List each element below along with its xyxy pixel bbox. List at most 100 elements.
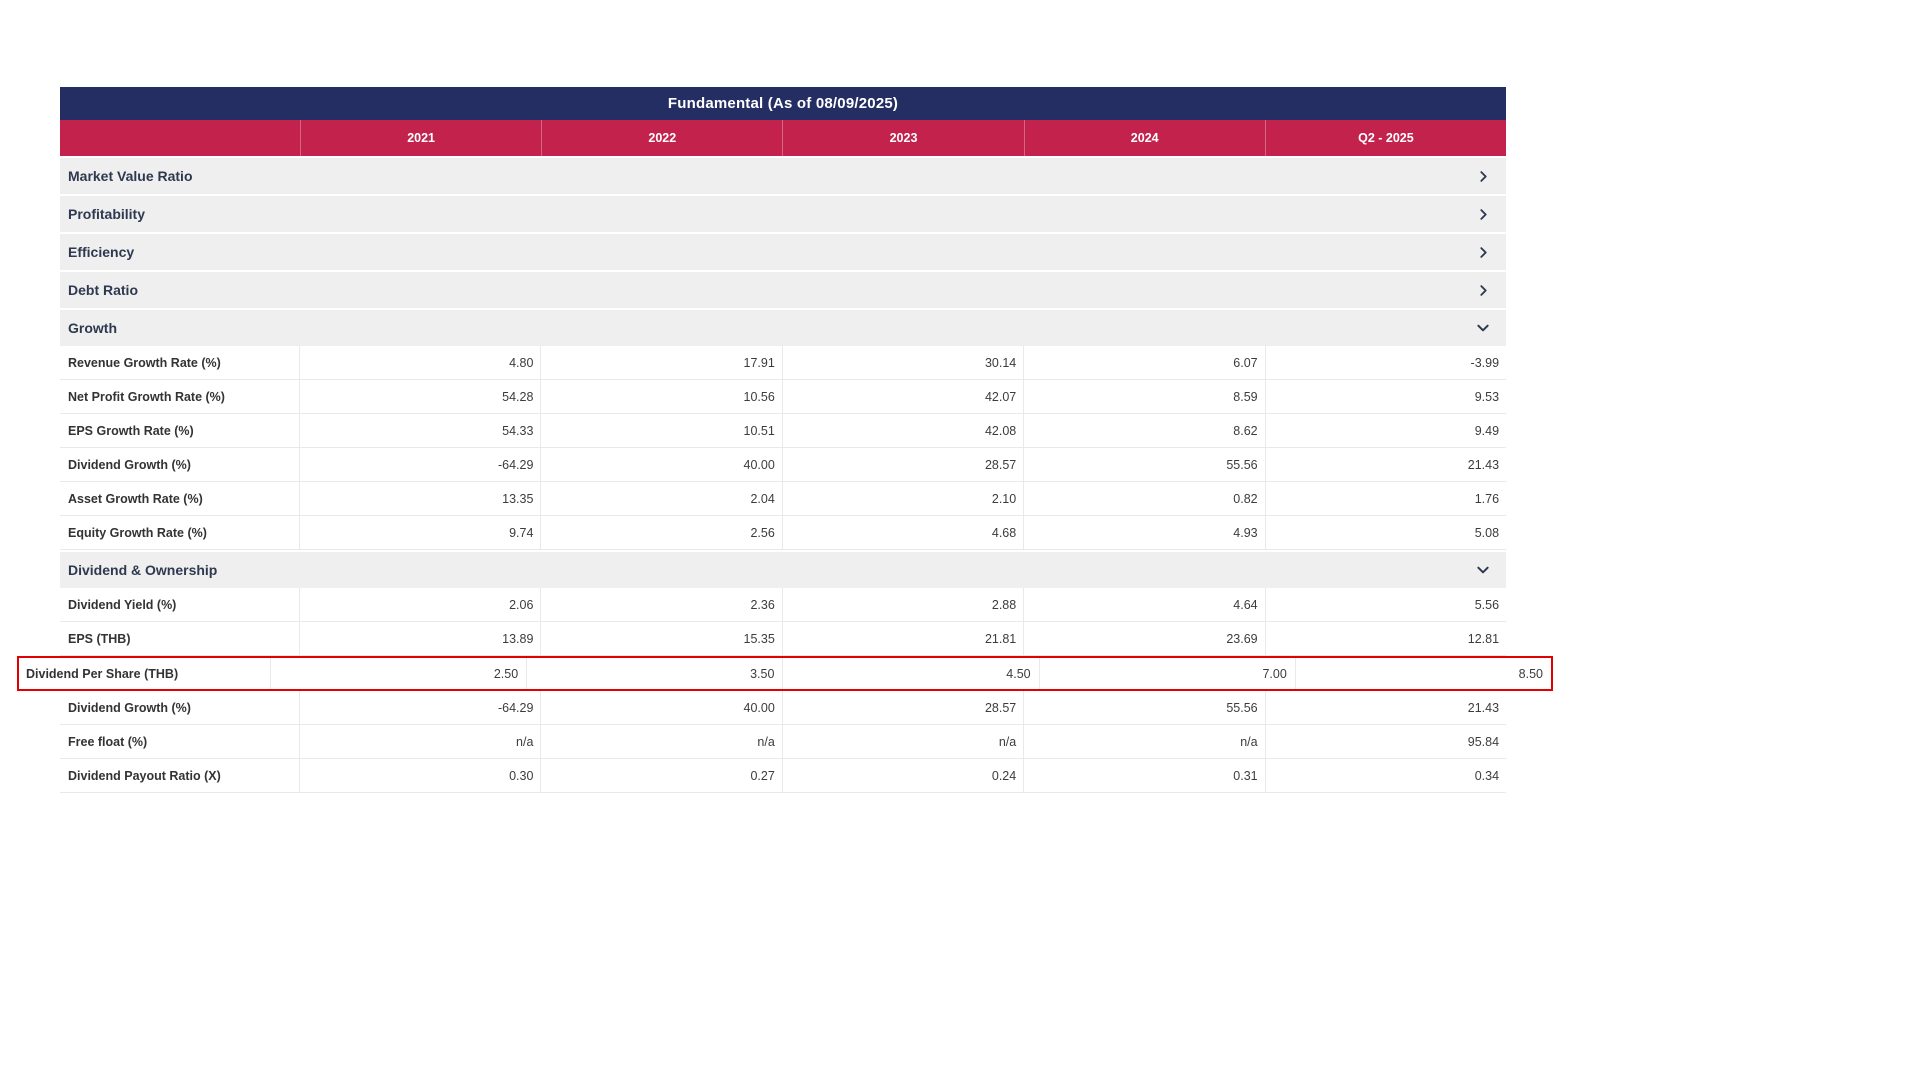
row-value: 0.30 — [300, 759, 542, 792]
row-value: 0.82 — [1024, 482, 1266, 515]
row-label: Net Profit Growth Rate (%) — [60, 380, 300, 413]
column-header-2022: 2022 — [541, 120, 782, 156]
table-row-equity-growth-rate: Equity Growth Rate (%) 9.74 2.56 4.68 4.… — [60, 516, 1506, 550]
row-value: 9.53 — [1474, 389, 1500, 404]
column-header-2023: 2023 — [782, 120, 1023, 156]
section-row-profitability[interactable]: Profitability — [60, 194, 1506, 232]
row-value: 8.59 — [1024, 380, 1266, 413]
row-value: 23.69 — [1024, 622, 1266, 655]
section-label: Growth — [68, 320, 117, 336]
row-value: 0.31 — [1024, 759, 1266, 792]
row-value: 2.88 — [783, 588, 1025, 621]
row-value: 9.74 — [300, 516, 542, 549]
row-value: 2.56 — [541, 516, 783, 549]
row-value: 8.62 — [1024, 414, 1266, 447]
section-row-debt-ratio[interactable]: Debt Ratio — [60, 270, 1506, 308]
section-label: Profitability — [68, 206, 146, 222]
section-label: Efficiency — [68, 244, 135, 260]
row-value: 2.50 — [271, 658, 528, 689]
row-value: 17.91 — [541, 346, 783, 379]
row-value: 13.35 — [300, 482, 542, 515]
section-row-efficiency[interactable]: Efficiency — [60, 232, 1506, 270]
row-value: 4.93 — [1024, 516, 1266, 549]
section-label: Dividend & Ownership — [68, 562, 218, 578]
row-value: 95.84 — [1467, 734, 1500, 749]
row-value: 9.49 — [1474, 423, 1500, 438]
row-value: 55.56 — [1024, 448, 1266, 481]
row-value: 12.81 — [1467, 631, 1500, 646]
row-value: -3.99 — [1470, 355, 1500, 370]
row-value: 5.56 — [1474, 597, 1500, 612]
chevron-down-icon — [1474, 561, 1492, 579]
section-row-dividend-ownership[interactable]: Dividend & Ownership — [60, 550, 1506, 588]
row-value: 4.50 — [783, 658, 1040, 689]
row-value: 42.07 — [783, 380, 1025, 413]
row-value: n/a — [300, 725, 542, 758]
row-value: 8.50 — [1518, 666, 1544, 681]
row-value: 4.68 — [783, 516, 1025, 549]
row-value: 4.80 — [300, 346, 542, 379]
row-label: Equity Growth Rate (%) — [60, 516, 300, 549]
row-value: 28.57 — [783, 448, 1025, 481]
row-value: 21.43 — [1467, 700, 1500, 715]
table-row-dividend-yield: Dividend Yield (%) 2.06 2.36 2.88 4.64 5… — [60, 588, 1506, 622]
row-value: 30.14 — [783, 346, 1025, 379]
row-value: n/a — [783, 725, 1025, 758]
row-label: Free float (%) — [60, 725, 300, 758]
column-header-2021: 2021 — [300, 120, 541, 156]
row-value: 40.00 — [541, 448, 783, 481]
chevron-right-icon — [1474, 167, 1492, 185]
table-row-eps-growth-rate: EPS Growth Rate (%) 54.33 10.51 42.08 8.… — [60, 414, 1506, 448]
column-header-2024: 2024 — [1023, 120, 1265, 156]
row-value: -64.29 — [300, 691, 542, 724]
column-header-blank — [60, 120, 300, 156]
table-row-dividend-growth: Dividend Growth (%) -64.29 40.00 28.57 5… — [60, 448, 1506, 482]
row-label: Dividend Yield (%) — [60, 588, 300, 621]
row-value: 42.08 — [783, 414, 1025, 447]
row-value: 54.33 — [300, 414, 542, 447]
column-header-q2-2025: Q2 - 2025 — [1264, 120, 1506, 156]
row-value: 21.81 — [783, 622, 1025, 655]
row-value: n/a — [541, 725, 783, 758]
row-value: 10.56 — [541, 380, 783, 413]
row-value: 13.89 — [300, 622, 542, 655]
highlighted-row-dividend-per-share: Dividend Per Share (THB) 2.50 3.50 4.50 … — [17, 656, 1553, 691]
section-row-growth[interactable]: Growth — [60, 308, 1506, 346]
row-label: Revenue Growth Rate (%) — [60, 346, 300, 379]
column-header-row: 2021 2022 2023 2024 Q2 - 2025 — [60, 120, 1506, 156]
row-value: 28.57 — [783, 691, 1025, 724]
table-row-eps-thb: EPS (THB) 13.89 15.35 21.81 23.69 12.81 — [60, 622, 1506, 656]
table-title: Fundamental (As of 08/09/2025) — [667, 95, 899, 112]
table-row-asset-growth-rate: Asset Growth Rate (%) 13.35 2.04 2.10 0.… — [60, 482, 1506, 516]
chevron-right-icon — [1474, 205, 1492, 223]
chevron-down-icon — [1474, 319, 1492, 337]
row-value: 40.00 — [541, 691, 783, 724]
row-value: 3.50 — [527, 658, 784, 689]
row-value: 55.56 — [1024, 691, 1266, 724]
row-value: 2.36 — [541, 588, 783, 621]
row-label: Dividend Growth (%) — [60, 691, 300, 724]
chevron-right-icon — [1474, 281, 1492, 299]
row-value: 15.35 — [541, 622, 783, 655]
row-value: 6.07 — [1024, 346, 1266, 379]
table-row-dividend-growth-2: Dividend Growth (%) -64.29 40.00 28.57 5… — [60, 691, 1506, 725]
row-label: Dividend Payout Ratio (X) — [60, 759, 300, 792]
row-value: 4.64 — [1024, 588, 1266, 621]
fundamental-table: Fundamental (As of 08/09/2025) 2021 2022… — [17, 87, 1553, 793]
row-label: Asset Growth Rate (%) — [60, 482, 300, 515]
row-label: Dividend Growth (%) — [60, 448, 300, 481]
row-label: EPS Growth Rate (%) — [60, 414, 300, 447]
row-value: -64.29 — [300, 448, 542, 481]
table-title-bar: Fundamental (As of 08/09/2025) — [60, 87, 1506, 120]
row-value: 54.28 — [300, 380, 542, 413]
row-value: 2.04 — [541, 482, 783, 515]
table-row-dividend-payout-ratio: Dividend Payout Ratio (X) 0.30 0.27 0.24… — [60, 759, 1506, 793]
table-row-free-float: Free float (%) n/a n/a n/a n/a 95.84 — [60, 725, 1506, 759]
row-value: 5.08 — [1474, 525, 1500, 540]
row-label: Dividend Per Share (THB) — [19, 658, 271, 689]
row-value: 1.76 — [1474, 491, 1500, 506]
row-value: 21.43 — [1467, 457, 1500, 472]
section-label: Market Value Ratio — [68, 168, 193, 184]
section-row-market-value-ratio[interactable]: Market Value Ratio — [60, 156, 1506, 194]
